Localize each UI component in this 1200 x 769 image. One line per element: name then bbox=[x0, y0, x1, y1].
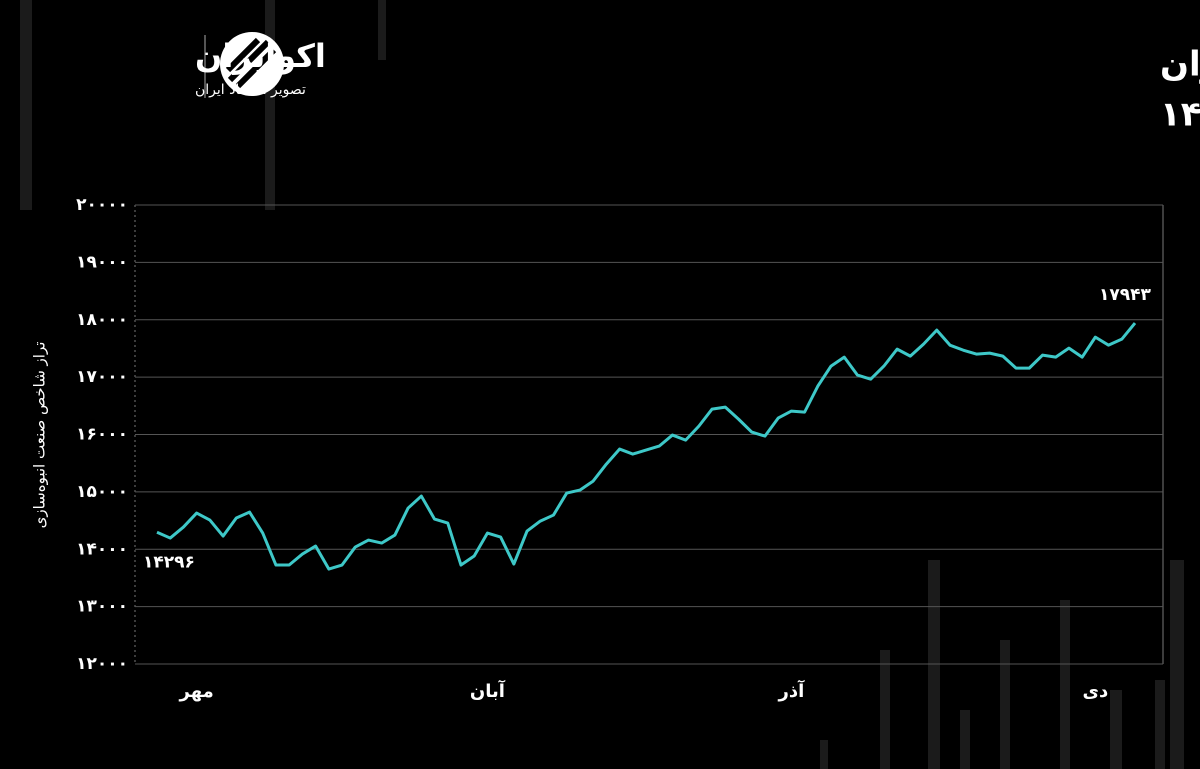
y-tick-label: ۲۰۰۰۰ bbox=[76, 195, 128, 215]
y-tick-label: ۱۹۰۰۰ bbox=[76, 252, 128, 272]
y-tick-label: ۱۴۰۰۰ bbox=[76, 539, 128, 559]
logo-name: اکوایران bbox=[195, 37, 326, 75]
logo: اکوایران تصویر اقتصاد ایران bbox=[195, 32, 326, 98]
logo-icon bbox=[220, 32, 284, 96]
x-tick-label: آذر bbox=[777, 679, 805, 702]
data-line bbox=[156, 322, 1137, 571]
y-tick-label: ۱۳۰۰۰ bbox=[76, 597, 128, 617]
x-tick-label: مهر bbox=[179, 681, 214, 702]
y-tick-label: ۱۸۰۰۰ bbox=[76, 310, 128, 330]
y-tick-label: ۱۵۰۰۰ bbox=[76, 482, 128, 502]
decoration bbox=[20, 0, 1184, 769]
chart-title: روند شاخص صنعت انبوه‌سازی بورس تهران bbox=[1160, 45, 1200, 85]
x-tick-label: آبان bbox=[470, 679, 506, 702]
y-axis-label: تراز شاخص صنعت انبوه‌سازی bbox=[31, 342, 49, 529]
y-tick-label: ۱۶۰۰۰ bbox=[76, 425, 128, 445]
data-label: ۱۷۹۴۳ bbox=[1099, 285, 1152, 305]
y-tick-label: ۱۷۰۰۰ bbox=[76, 367, 128, 387]
logo-mark bbox=[225, 37, 277, 89]
logo-tagline: تصویر اقتصاد ایران bbox=[195, 82, 306, 98]
y-tick-label: ۱۲۰۰۰ bbox=[76, 654, 128, 674]
chart-subtitle: از ابتدای پاییز ۱۴۰۲ bbox=[1160, 95, 1200, 135]
data-label: ۱۴۲۹۶ bbox=[143, 552, 195, 572]
x-tick-label: دی bbox=[1082, 681, 1108, 702]
